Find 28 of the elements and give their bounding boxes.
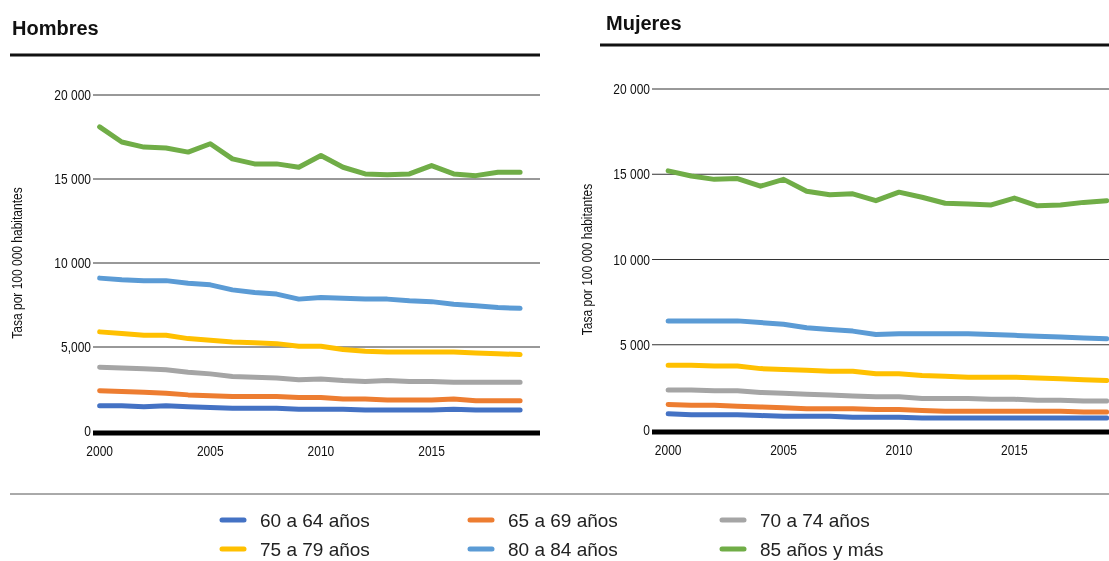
legend-label: 85 años y más xyxy=(760,538,884,560)
legend-label: 60 a 64 años xyxy=(260,509,370,531)
chart-title: Hombres xyxy=(12,17,99,39)
legend-label: 75 a 79 años xyxy=(260,538,370,560)
y-axis-title: Tasa por 100 000 habitantes xyxy=(8,187,26,339)
legend-label: 80 a 84 años xyxy=(508,538,618,560)
x-tick-label: 2005 xyxy=(196,442,224,460)
y-tick-label: 5 000 xyxy=(619,336,651,354)
y-tick-label: 20 000 xyxy=(54,87,92,104)
chart-title: Mujeres xyxy=(606,12,682,34)
y-tick-label: 10 000 xyxy=(54,255,92,272)
x-tick-label: 2000 xyxy=(654,441,682,459)
x-tick-label: 2000 xyxy=(86,442,114,460)
x-tick-label: 2015 xyxy=(1001,441,1028,459)
x-tick-label: 2010 xyxy=(307,442,335,460)
y-tick-label: 15 000 xyxy=(54,171,92,188)
y-tick-label: 0 xyxy=(643,422,651,439)
x-tick-label: 2015 xyxy=(418,442,445,460)
x-tick-label: 2010 xyxy=(885,441,913,459)
y-tick-label: 10 000 xyxy=(613,251,651,269)
legend-label: 70 a 74 años xyxy=(760,509,870,531)
legend-label: 65 a 69 años xyxy=(508,509,618,531)
y-tick-label: 5,000 xyxy=(60,339,92,356)
x-tick-label: 2005 xyxy=(770,441,797,459)
y-tick-label: 0 xyxy=(84,423,92,440)
y-axis-title: Tasa por 100 000 habitantes xyxy=(578,183,596,336)
y-tick-label: 20 000 xyxy=(613,81,651,98)
y-tick-label: 15 000 xyxy=(613,166,651,183)
